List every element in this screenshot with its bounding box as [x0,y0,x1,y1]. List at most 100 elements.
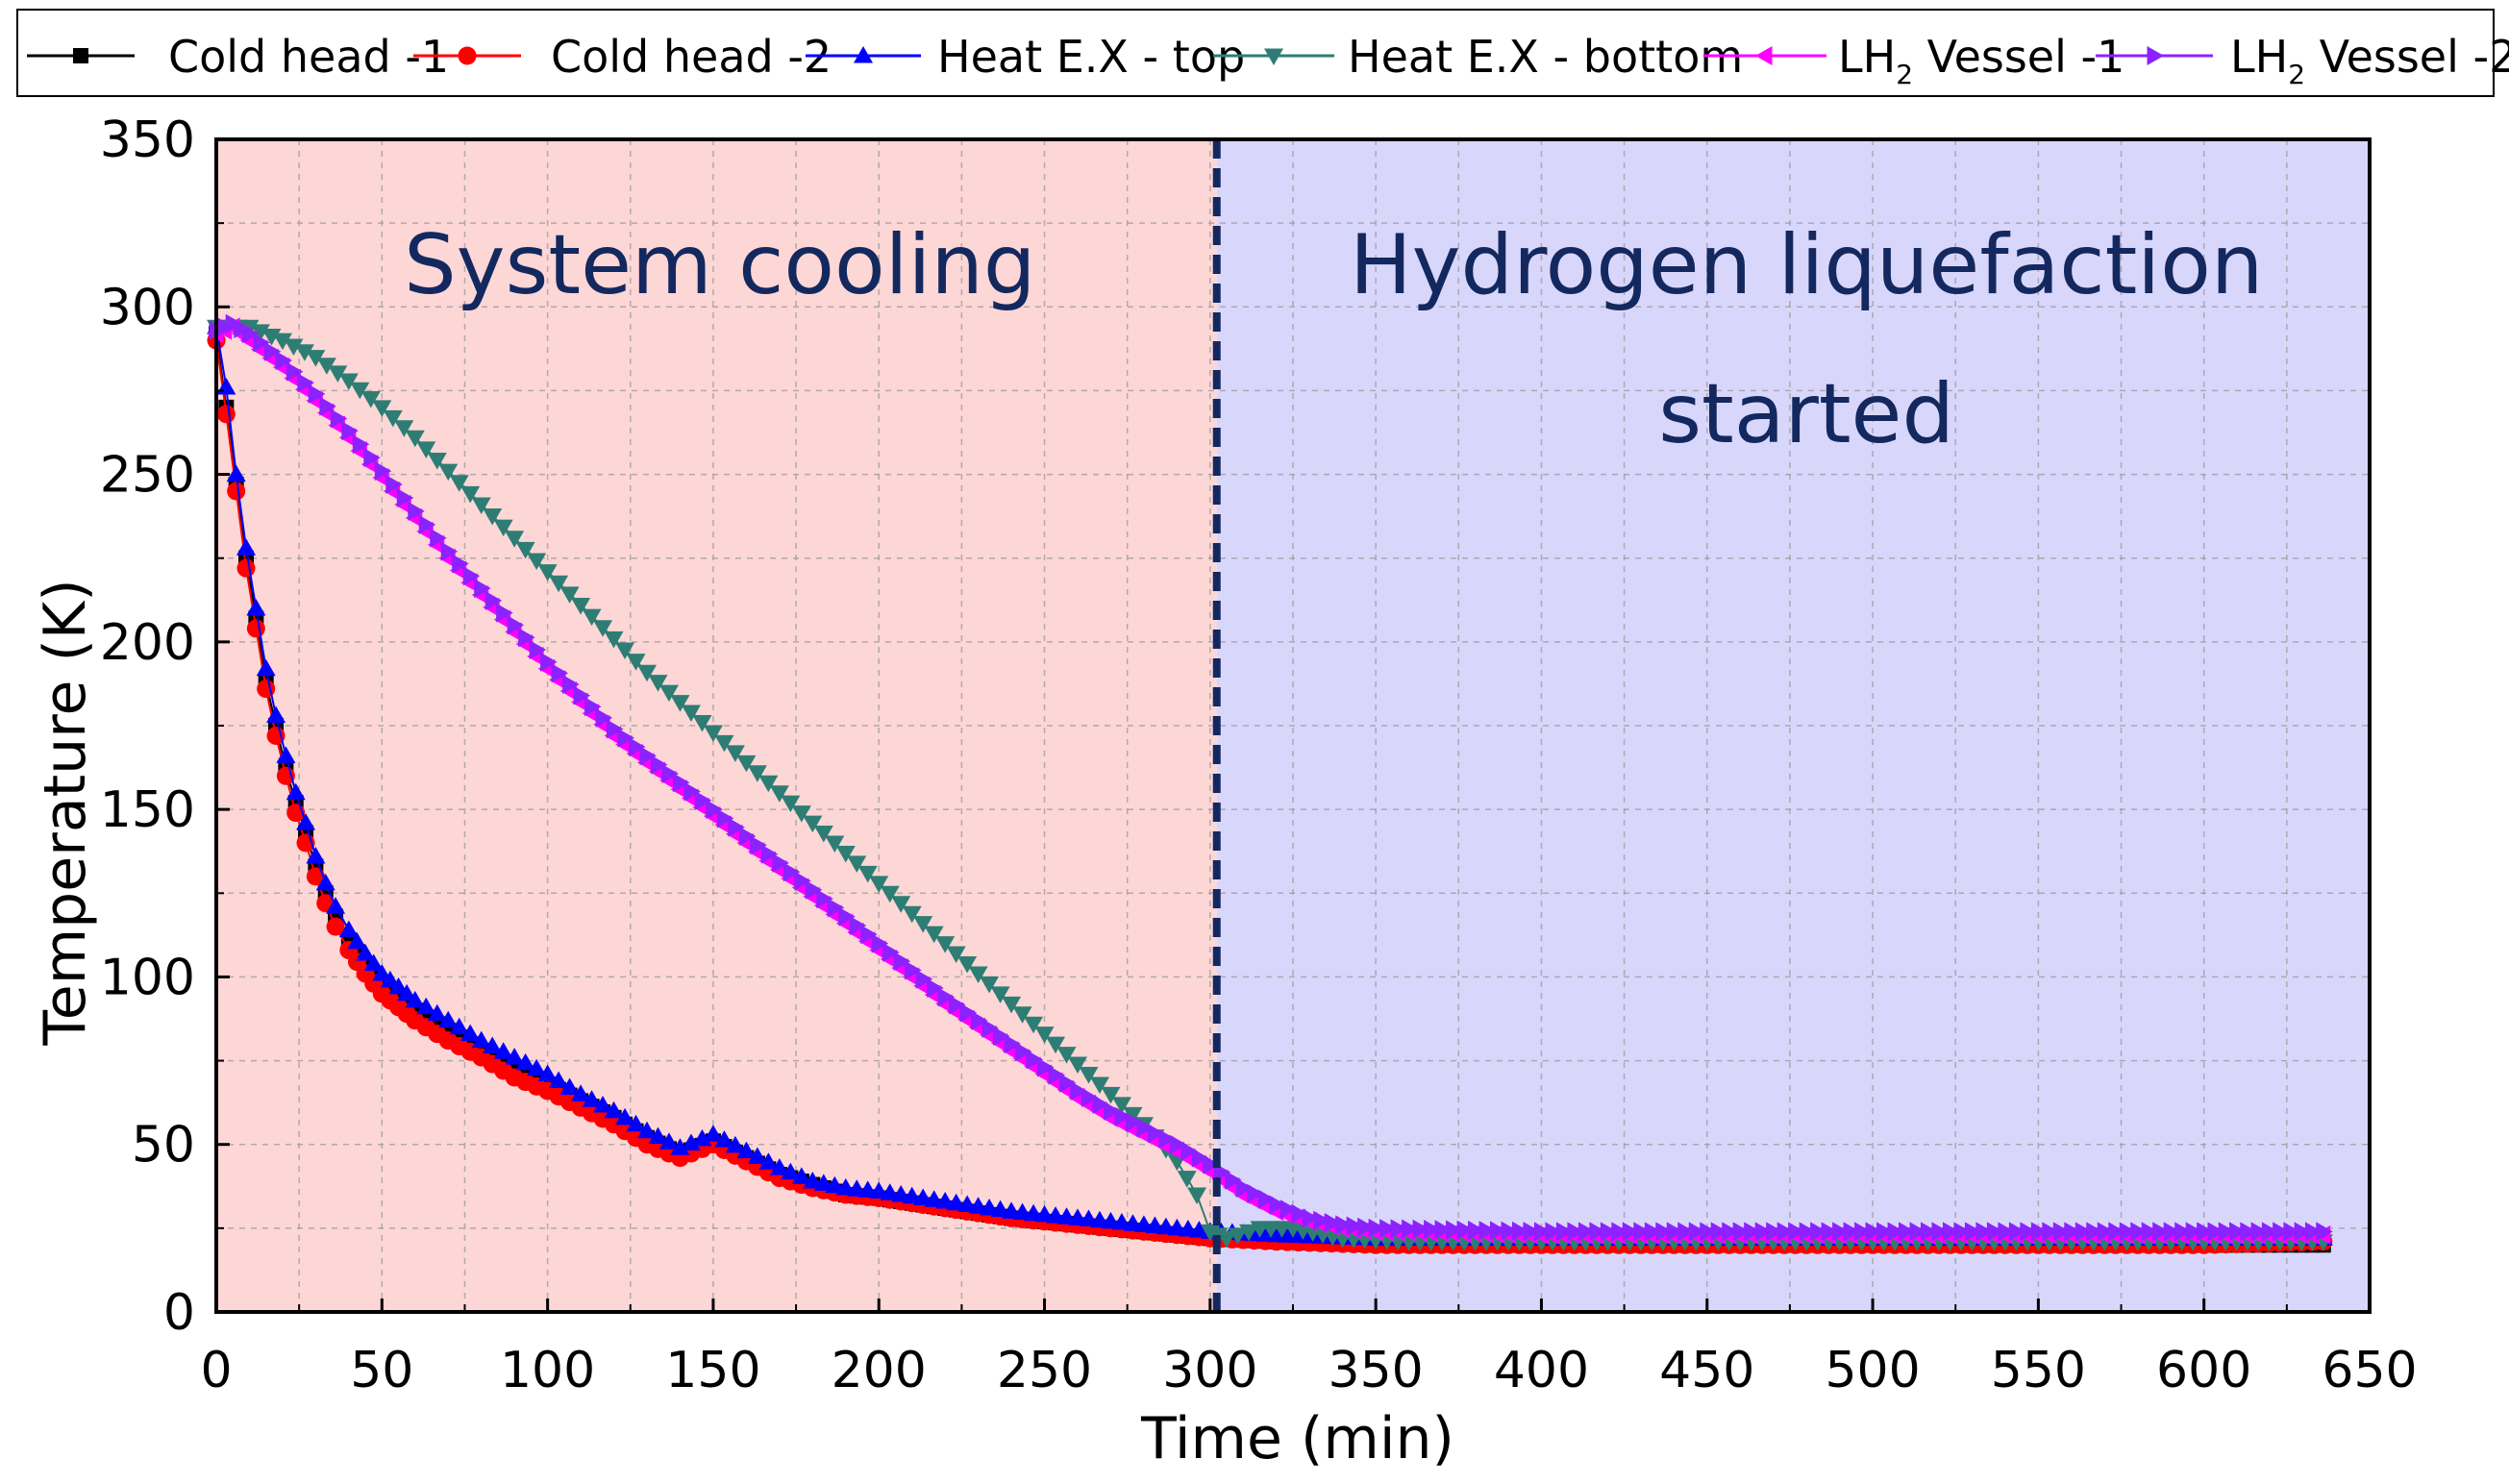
data-point [882,942,900,962]
data-point [1379,1219,1397,1239]
data-point [769,785,789,803]
data-point [394,420,414,437]
data-point [1015,1042,1032,1062]
data-point [1567,1222,1584,1242]
data-point [857,865,878,883]
data-point [869,876,889,893]
data-point [1203,1154,1220,1175]
data-point [275,351,292,371]
data-point [1346,1216,1364,1236]
data-point [2163,1222,2181,1242]
data-point [2250,1222,2269,1242]
x-tick-label: 650 [2322,1342,2417,1399]
data-point [1187,1187,1207,1204]
data-point [1732,1222,1751,1242]
data-point [1279,1200,1298,1220]
data-point [385,475,403,495]
data-point [430,528,447,548]
data-point [1169,1134,1187,1154]
data-point [2207,1222,2224,1242]
data-point [681,705,701,723]
data-point [2108,1222,2125,1242]
data-point [959,1002,978,1023]
data-point [847,855,867,873]
data-point [1046,1036,1066,1054]
data-point [781,1162,801,1180]
data-point [551,663,569,683]
data-point [2030,1222,2049,1242]
data-point [483,508,503,526]
data-point [2152,1222,2170,1242]
data-point [758,1152,779,1170]
data-point [1622,1222,1640,1242]
data-point [769,1158,789,1175]
data-point [1103,1101,1121,1121]
data-point [286,361,304,382]
data-point [813,1174,833,1191]
data-point [505,531,525,548]
data-point [316,358,336,375]
data-point [957,955,978,974]
data-point [372,400,392,417]
data-point [306,846,326,864]
data-point [714,1130,734,1148]
data-point [1235,1178,1254,1199]
data-point [582,608,602,627]
data-point [1247,1183,1264,1203]
data-point [1501,1221,1518,1241]
data-point [2218,1222,2236,1242]
plot-area: System cooling Hydrogen liquefaction start… [207,139,2370,1312]
legend-label: LH2 Vessel -1 [1838,31,2124,90]
data-point [493,1042,513,1059]
data-point [629,737,646,757]
data-point [1523,1222,1540,1242]
data-point [803,1172,823,1189]
data-point [706,800,723,820]
data-point [637,664,657,682]
data-point [1776,1222,1795,1242]
y-tick-label: 100 [100,949,195,1006]
legend-entry: Cold head -1 [27,31,449,83]
region-label-system-cooling: System cooling [404,217,1035,313]
data-point [356,944,376,961]
data-point [1677,1222,1695,1242]
legend-label: Cold head -2 [551,31,832,83]
data-point [1931,1222,1949,1242]
data-point [825,835,845,853]
data-point [2261,1222,2279,1242]
data-point [971,1010,988,1030]
data-point [913,916,933,933]
legend-marker [1264,48,1283,65]
data-point [1589,1222,1606,1242]
data-point [924,926,944,944]
data-point [306,350,326,367]
data-point [319,396,336,416]
data-point [1177,1171,1197,1188]
data-point [584,697,602,717]
data-point [1865,1222,1883,1242]
data-point [1766,1222,1783,1242]
data-point [1357,1217,1375,1237]
data-point [703,1125,723,1142]
data-point [1092,1094,1109,1114]
data-point [496,603,513,623]
data-point [462,566,481,586]
data-point [593,1096,613,1113]
data-point [1788,1222,1805,1242]
legend-label: Heat E.X - bottom [1348,31,1743,83]
data-point [626,1114,646,1132]
data-point [515,1052,535,1071]
data-point [2185,1222,2203,1242]
data-point [471,497,491,514]
data-point [1111,1097,1131,1114]
data-point [216,405,236,424]
data-point [1012,1006,1032,1024]
data-point [935,936,956,953]
data-point [328,365,348,383]
data-point [681,1133,701,1151]
data-point [692,715,712,732]
grid [216,139,2370,1312]
data-point [1123,1106,1143,1125]
data-point [1079,1067,1099,1084]
data-point [1147,1124,1165,1144]
